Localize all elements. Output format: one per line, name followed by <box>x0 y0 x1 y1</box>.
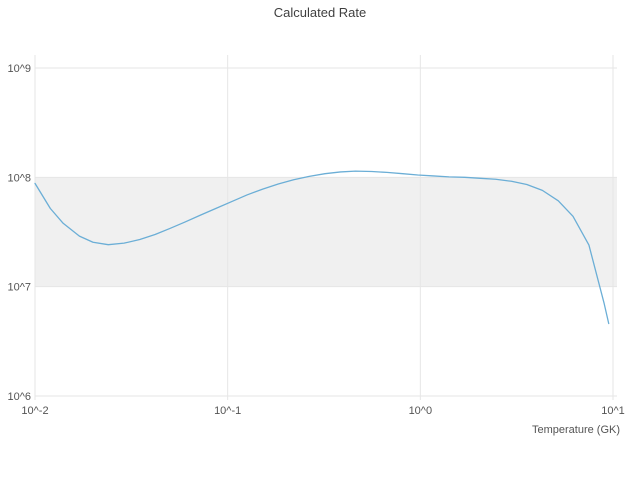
gridlines <box>34 55 617 400</box>
chart-title: Calculated Rate <box>274 5 367 20</box>
x-tick-label: 10^-1 <box>214 405 241 417</box>
x-tick-labels: 10^-2 10^-1 10^0 10^1 <box>21 405 624 417</box>
x-tick-label: 10^1 <box>601 405 625 417</box>
y-tick-label: 10^6 <box>7 391 31 403</box>
y-tick-label: 10^7 <box>7 282 31 294</box>
rate-line <box>34 170 610 325</box>
shaded-band <box>35 177 617 287</box>
y-tick-label: 10^8 <box>7 172 31 184</box>
x-axis-label: Temperature (GK) <box>532 424 620 436</box>
y-tick-labels: 10^6 10^7 10^8 10^9 <box>7 63 31 403</box>
x-tick-label: 10^-2 <box>21 405 48 417</box>
x-tick-label: 10^0 <box>409 405 433 417</box>
y-tick-label: 10^9 <box>7 63 31 75</box>
